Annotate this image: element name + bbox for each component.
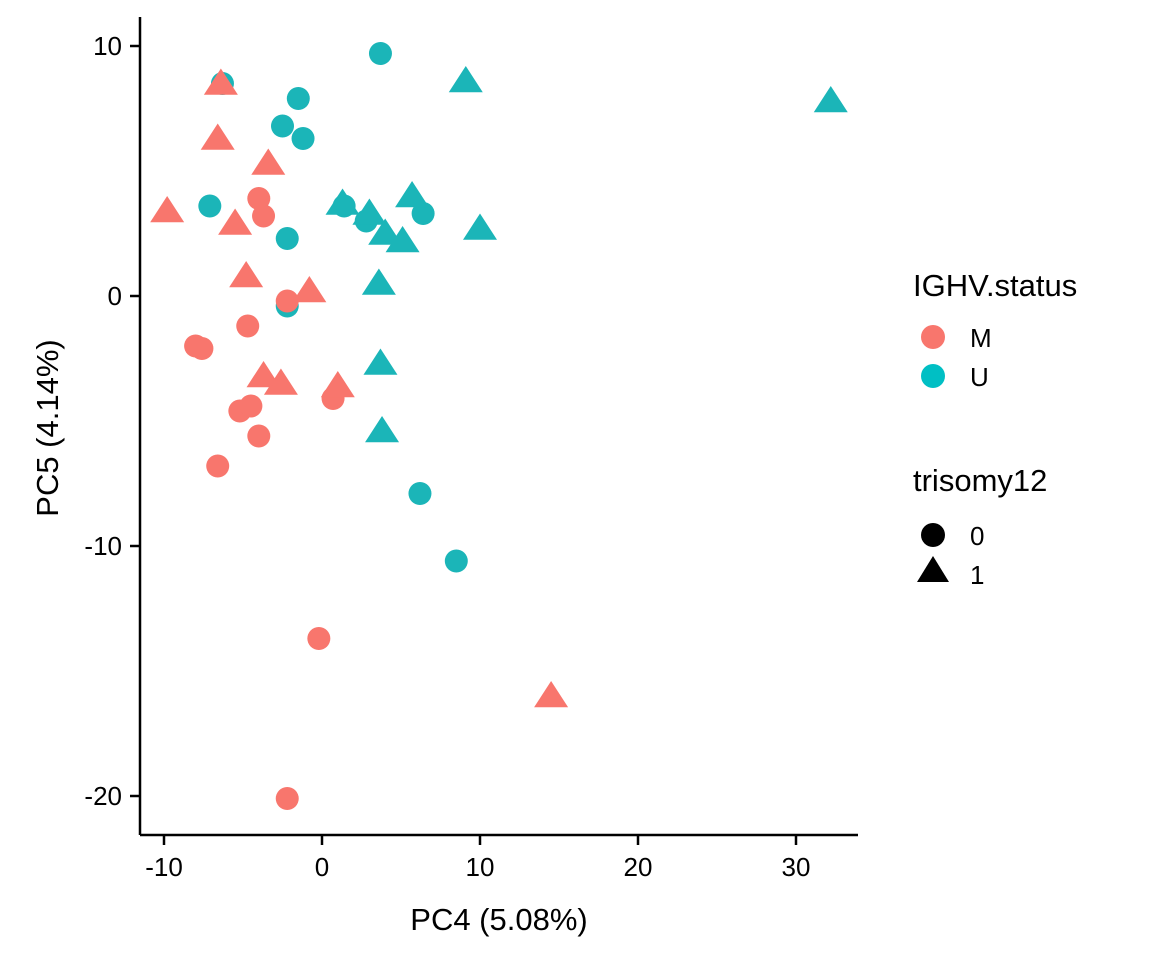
data-point-u-circle bbox=[271, 114, 294, 138]
x-tick-label: 20 bbox=[624, 852, 653, 882]
data-point-u-circle bbox=[198, 194, 222, 218]
legend-title-trisomy12: trisomy12 bbox=[913, 463, 1047, 498]
data-point-u-triangle bbox=[361, 268, 396, 295]
x-tick-label: 30 bbox=[782, 852, 811, 882]
data-point-u-triangle bbox=[448, 66, 483, 93]
data-point-u-triangle bbox=[325, 188, 360, 215]
data-point-m-circle bbox=[206, 454, 230, 478]
x-axis-title: PC4 (5.08%) bbox=[410, 902, 587, 937]
data-point-u-circle bbox=[286, 87, 310, 110]
y-ticks: -20 -10 0 10 bbox=[84, 31, 140, 811]
data-point-u-triangle bbox=[385, 226, 420, 253]
x-tick-label: 10 bbox=[466, 852, 495, 882]
legend-key-u-circle-icon bbox=[921, 364, 945, 388]
legend-title-ighv: IGHV.status bbox=[913, 268, 1077, 303]
data-point-m-circle bbox=[307, 627, 331, 650]
data-point-u-triangle bbox=[365, 416, 400, 443]
y-axis-title: PC5 (4.14%) bbox=[30, 339, 65, 516]
legend-label-0: 0 bbox=[970, 521, 984, 551]
data-point-m-circle bbox=[275, 787, 299, 810]
y-tick-label: 10 bbox=[93, 31, 122, 61]
data-point-m-triangle bbox=[292, 276, 327, 303]
data-point-u-triangle bbox=[813, 86, 848, 113]
legend-key-1-triangle-icon bbox=[917, 556, 949, 582]
y-tick-label: 0 bbox=[108, 281, 122, 311]
data-point-m-circle bbox=[275, 289, 299, 313]
data-point-m-triangle bbox=[200, 123, 235, 150]
data-point-u-circle bbox=[408, 482, 432, 505]
legend-trisomy12: trisomy12 0 1 bbox=[913, 463, 1047, 590]
data-point-m-circle bbox=[236, 314, 260, 338]
y-tick-label: -20 bbox=[84, 781, 122, 811]
data-point-u-circle bbox=[411, 202, 435, 225]
data-point-u-circle bbox=[291, 127, 315, 150]
x-ticks: -10 0 10 20 30 bbox=[145, 835, 810, 882]
y-tick-label: -10 bbox=[84, 531, 122, 561]
points-layer bbox=[150, 42, 848, 810]
data-point-m-triangle bbox=[251, 148, 286, 175]
data-point-u-triangle bbox=[463, 213, 497, 240]
data-point-u-circle bbox=[275, 227, 299, 250]
legend-label-u: U bbox=[970, 362, 989, 392]
data-point-m-triangle bbox=[218, 208, 253, 235]
data-point-m-triangle bbox=[229, 261, 264, 288]
data-point-m-circle bbox=[190, 337, 214, 360]
data-point-m-triangle bbox=[320, 371, 355, 398]
data-point-u-circle bbox=[368, 42, 392, 65]
legend-label-m: M bbox=[970, 323, 992, 353]
data-point-m-triangle bbox=[534, 681, 569, 708]
legend-label-1: 1 bbox=[970, 560, 984, 590]
data-point-m-triangle bbox=[203, 68, 238, 95]
data-point-u-triangle bbox=[363, 348, 398, 375]
data-point-m-circle bbox=[239, 394, 263, 418]
data-point-u-triangle bbox=[395, 181, 430, 208]
x-tick-label: 0 bbox=[315, 852, 329, 882]
legend-key-m-circle-icon bbox=[921, 325, 945, 349]
legend-ighv-status: IGHV.status M U bbox=[913, 268, 1077, 392]
legend-key-0-circle-icon bbox=[921, 523, 945, 547]
x-tick-label: -10 bbox=[145, 852, 183, 882]
data-point-u-triangle bbox=[352, 198, 387, 225]
data-point-m-triangle bbox=[263, 368, 298, 395]
data-point-m-circle bbox=[247, 424, 271, 448]
data-point-u-circle bbox=[444, 549, 468, 573]
data-point-m-triangle bbox=[246, 361, 281, 388]
data-point-m-circle bbox=[252, 204, 276, 228]
data-point-u-triangle bbox=[368, 218, 403, 245]
data-point-m-circle bbox=[247, 187, 271, 210]
data-point-m-triangle bbox=[150, 196, 185, 223]
